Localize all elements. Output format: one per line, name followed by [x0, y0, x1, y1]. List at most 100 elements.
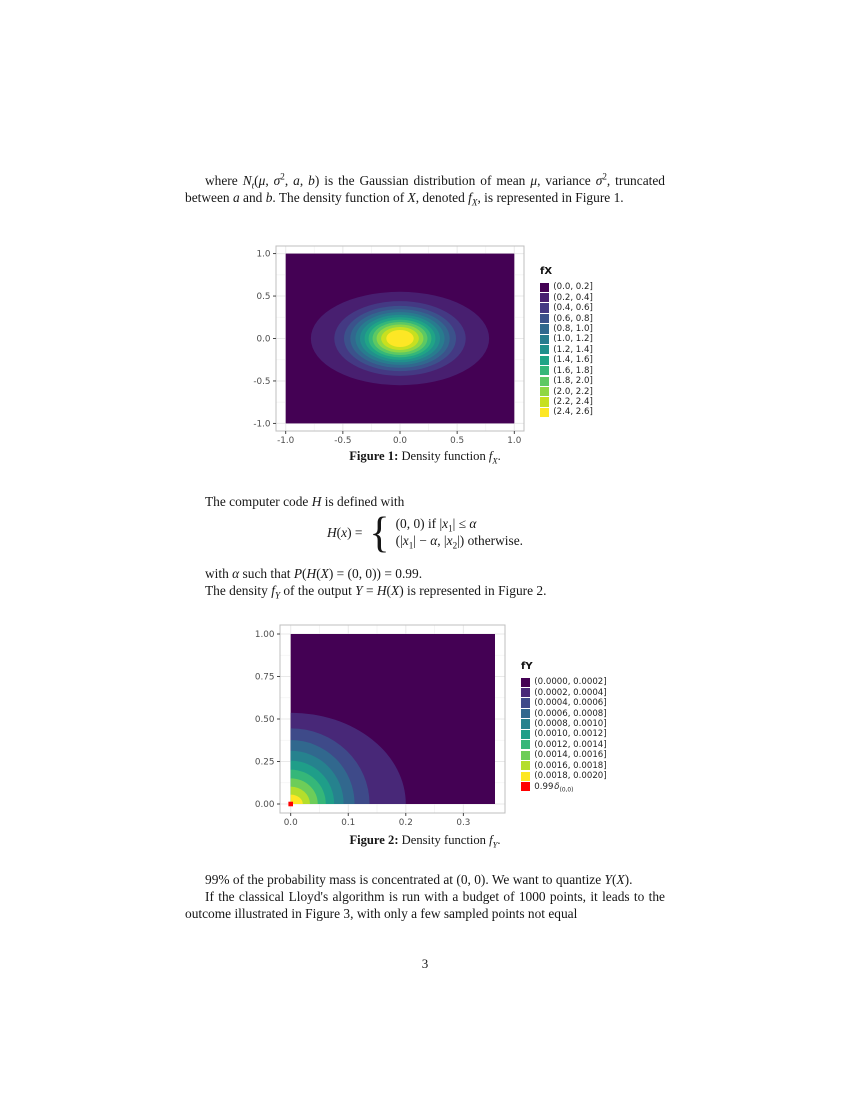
legend-entry-label: (2.0, 2.2] [553, 386, 593, 397]
y-tick-label: 0.0 [257, 335, 271, 345]
legend-swatch [521, 729, 531, 740]
x-tick-label: 0.2 [399, 818, 413, 828]
legend-swatch [540, 303, 550, 313]
paragraph-density-fy-text: The density fY of the output Y = H(X) is… [205, 583, 547, 601]
y-tick-label: 0.00 [255, 800, 275, 810]
figure-1-plot: -1.0 -0.5 0.0 0.5 1.0 -1.0 -0.5 0.0 0.5 1.0 [253, 245, 525, 446]
figure-1-caption: Figure 1: Density function fX. [349, 449, 501, 466]
legend-entry: (0.0014, 0.0016] [521, 750, 607, 760]
legend-entry: (0.0018, 0.0020] [521, 771, 607, 781]
legend-entry: (0.0012, 0.0014] [521, 740, 607, 750]
legend-entry-label: (1.0, 1.2] [553, 334, 593, 345]
legend-entry-label: (2.2, 2.4] [553, 397, 593, 408]
legend-swatch [540, 386, 550, 397]
figure-2-caption: Figure 2: Density function fY. [349, 833, 501, 850]
legend-swatch [521, 781, 531, 792]
legend-entry: (0.0000, 0.0002] [521, 677, 607, 687]
y-tick-label: 1.0 [257, 250, 271, 260]
legend-entry-label: (1.4, 1.6] [553, 355, 593, 366]
x-tick-label: -1.0 [277, 436, 295, 446]
legend-swatch [540, 376, 550, 386]
density-band [290, 794, 303, 804]
legend-entry-label: (0.0016, 0.0018] [534, 760, 607, 771]
legend-entry: (2.4, 2.6] [540, 407, 593, 417]
legend-swatch [540, 345, 550, 355]
y-tick-label: 1.00 [255, 630, 275, 640]
legend-swatch [540, 324, 550, 334]
legend-entry: (0.6, 0.8] [540, 313, 593, 324]
x-tick-label: 1.0 [507, 436, 521, 446]
equation-case-1: (0, 0) if |x1| ≤ α [395, 516, 477, 534]
density-bands [290, 712, 406, 804]
legend-entry: (0.8, 1.0] [540, 324, 593, 334]
legend-entry-label: (2.4, 2.6] [553, 407, 593, 418]
x-tick-label: 0.0 [284, 818, 298, 828]
legend-swatch [521, 771, 531, 781]
legend-swatch [521, 677, 531, 687]
x-tick-label: 0.5 [450, 436, 464, 446]
x-tick-label: -0.5 [334, 436, 351, 446]
legend-entry: (0.0002, 0.0004] [521, 687, 607, 698]
legend-entry-label: (0.0006, 0.0008] [534, 708, 607, 719]
legend-entry: (1.6, 1.8] [540, 366, 593, 376]
legend-swatch [521, 698, 531, 708]
y-tick-label: 0.50 [255, 715, 275, 725]
legend-entry: 0.99 δ(0,0) [521, 781, 607, 793]
legend-entry: (0.2, 0.4] [540, 292, 593, 303]
legend-entry-label: (0.0012, 0.0014] [534, 739, 607, 750]
legend-entry: (1.4, 1.6] [540, 355, 593, 365]
axis-ticks [277, 633, 464, 816]
legend-swatch [540, 313, 550, 324]
paragraph-code-h: The computer code H is defined with [185, 493, 665, 510]
figure-2-plot: 0.0 0.1 0.2 0.3 0.00 0.25 0.50 0.75 1.00 [255, 624, 506, 828]
delta-mass-point [288, 801, 293, 807]
legend-entry-label: (0.0000, 0.0002] [534, 677, 607, 688]
legend-swatch [540, 366, 550, 376]
axis-tick-labels: -1.0 -0.5 0.0 0.5 1.0 -1.0 -0.5 0.0 0.5 1.0 [253, 250, 521, 446]
equation-h-definition: H(x) = { (0, 0) if |x1| ≤ α (|x1| − α, |… [326, 509, 524, 557]
legend-entry: (0.0008, 0.0010] [521, 719, 607, 729]
paragraph-closing: 99% of the probability mass is concentra… [185, 871, 665, 923]
legend-swatch [540, 397, 550, 407]
legend-entry-label: (0.6, 0.8] [553, 313, 593, 324]
legend-entry: (2.2, 2.4] [540, 397, 593, 407]
legend-entry-label: (0.0010, 0.0012] [534, 729, 607, 740]
legend-entry: (0.0004, 0.0006] [521, 698, 607, 708]
legend-entry: (0.0016, 0.0018] [521, 761, 607, 771]
legend-title: fY [521, 661, 533, 672]
y-tick-label: -1.0 [253, 419, 271, 429]
paragraph-intro-text: where Nt(μ, σ2, a, b) is the Gaussian di… [185, 171, 665, 208]
legend-swatch [540, 407, 550, 418]
equation-cases: (0, 0) if |x1| ≤ α (|x1| − α, |x2|) othe… [396, 516, 523, 550]
legend-entry-label: (1.8, 2.0] [553, 376, 593, 387]
y-tick-label: 0.75 [255, 673, 275, 683]
legend-entry-label: (0.0014, 0.0016] [534, 750, 607, 761]
page-number: 3 [421, 956, 429, 971]
paragraph-lloyd-text: If the classical Lloyd's algorithm is ru… [185, 889, 665, 922]
legend-entry: (0.0, 0.2] [540, 282, 593, 292]
legend-swatch [540, 355, 550, 365]
legend-entry-label: (0.0004, 0.0006] [534, 698, 607, 709]
legend-entry-label: (0.2, 0.4] [553, 292, 593, 303]
legend-entry-label: (0.0, 0.2] [553, 282, 593, 293]
legend-entry: (2.0, 2.2] [540, 386, 593, 397]
axis-tick-labels: 0.0 0.1 0.2 0.3 0.00 0.25 0.50 0.75 1.00 [255, 630, 470, 828]
legend-swatch [521, 750, 531, 760]
x-tick-label: 0.0 [393, 436, 407, 446]
legend-swatch [521, 688, 531, 698]
legend-entry: (0.0010, 0.0012] [521, 729, 607, 739]
legend-entry: (0.0006, 0.0008] [521, 708, 607, 719]
paragraph-intro: where Nt(μ, σ2, a, b) is the Gaussian di… [185, 171, 665, 208]
legend-title: fX [540, 266, 553, 277]
y-tick-label: 0.25 [255, 758, 275, 768]
paragraph-density-fy: The density fY of the output Y = H(X) is… [185, 582, 665, 601]
legend-entry-label: (0.0008, 0.0010] [534, 718, 607, 729]
legend-swatch [540, 334, 550, 345]
legend-entry: (1.0, 1.2] [540, 334, 593, 344]
legend-entry-label: (0.0018, 0.0020] [534, 771, 607, 782]
y-tick-label: -0.5 [253, 377, 270, 387]
paragraph-alpha: with α such that P(H(X) = (0, 0)) = 0.99… [185, 565, 665, 582]
legend-swatch [521, 761, 531, 771]
legend-swatch [540, 282, 550, 292]
